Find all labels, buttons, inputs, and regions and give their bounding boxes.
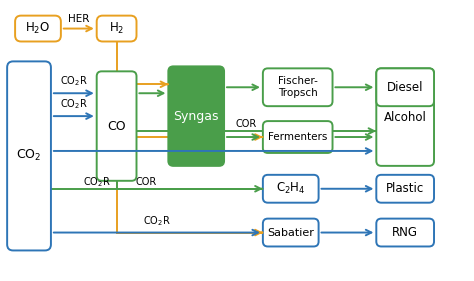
FancyBboxPatch shape: [376, 68, 434, 106]
Text: Fischer-
Tropsch: Fischer- Tropsch: [278, 76, 318, 98]
Text: Sabatier: Sabatier: [267, 228, 314, 237]
Text: Diesel: Diesel: [387, 81, 423, 94]
Text: CO$_2$R: CO$_2$R: [143, 214, 171, 228]
FancyBboxPatch shape: [97, 71, 137, 181]
Text: CO: CO: [107, 120, 126, 133]
Text: COR: COR: [236, 119, 257, 129]
FancyBboxPatch shape: [376, 175, 434, 203]
FancyBboxPatch shape: [376, 68, 434, 166]
Text: H$_2$: H$_2$: [109, 21, 124, 36]
Text: CO$_2$R: CO$_2$R: [60, 97, 88, 111]
FancyBboxPatch shape: [7, 61, 51, 250]
Text: HER: HER: [68, 13, 90, 24]
FancyBboxPatch shape: [376, 219, 434, 246]
Text: Plastic: Plastic: [386, 182, 424, 195]
FancyBboxPatch shape: [263, 175, 319, 203]
Text: CO$_2$: CO$_2$: [17, 148, 42, 164]
Text: Fermenters: Fermenters: [268, 132, 328, 142]
Text: Syngas: Syngas: [173, 110, 219, 123]
Text: COR: COR: [136, 177, 157, 187]
Text: CO$_2$R: CO$_2$R: [60, 74, 88, 88]
Text: Alcohol: Alcohol: [384, 111, 427, 124]
Text: C$_2$H$_4$: C$_2$H$_4$: [276, 181, 306, 196]
Text: H$_2$O: H$_2$O: [26, 21, 51, 36]
FancyBboxPatch shape: [15, 16, 61, 42]
Text: CO$_2$R: CO$_2$R: [83, 175, 111, 189]
FancyBboxPatch shape: [263, 68, 333, 106]
Text: RNG: RNG: [392, 226, 418, 239]
FancyBboxPatch shape: [168, 66, 224, 166]
FancyBboxPatch shape: [263, 121, 333, 153]
FancyBboxPatch shape: [263, 219, 319, 246]
FancyBboxPatch shape: [97, 16, 137, 42]
